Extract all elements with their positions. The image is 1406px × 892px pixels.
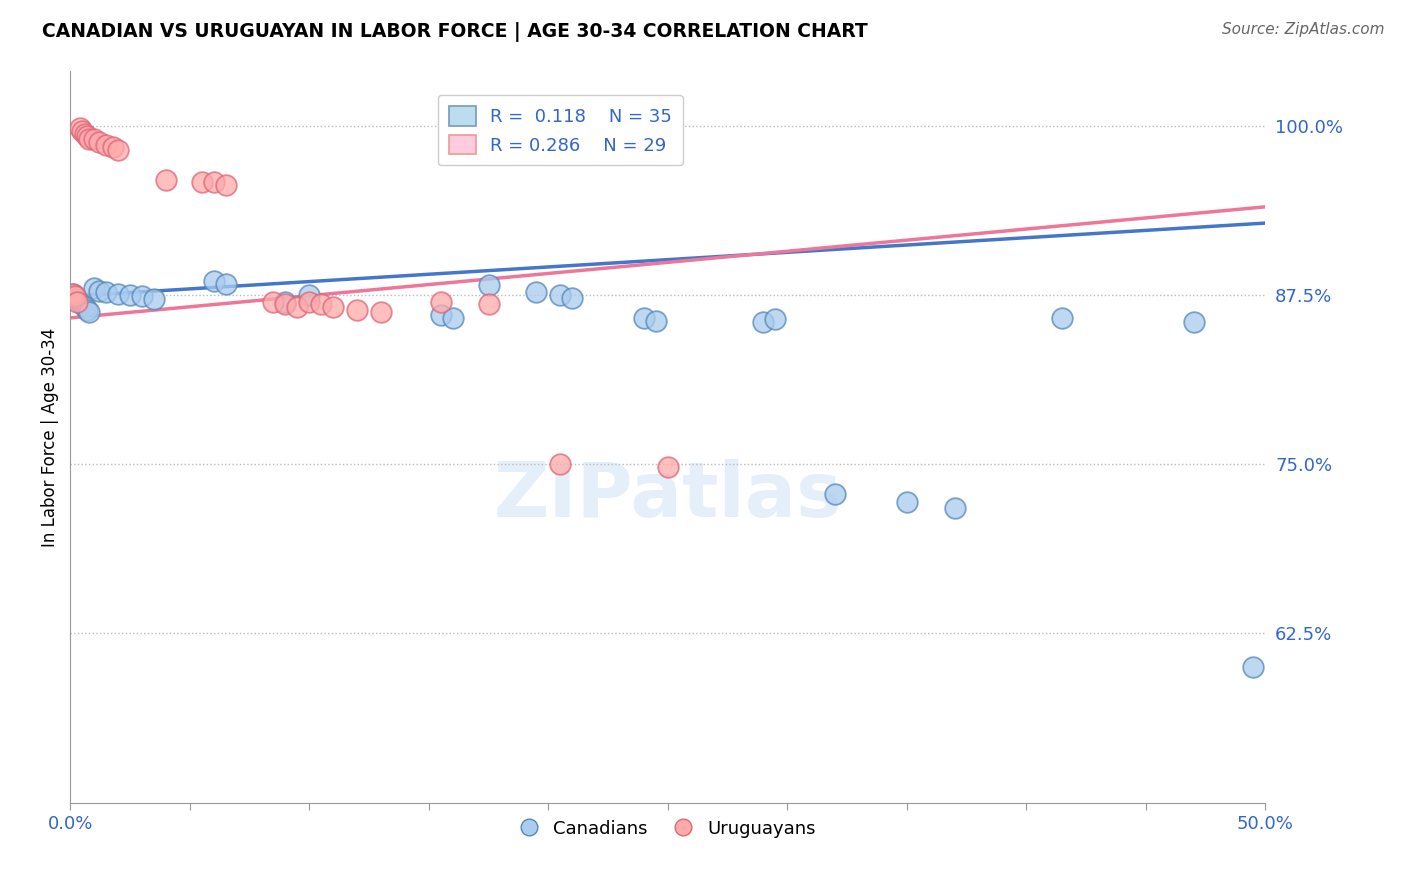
Point [107,143,129,157]
Point [76,129,98,144]
Text: CANADIAN VS URUGUAYAN IN LABOR FORCE | AGE 30-34 CORRELATION CHART: CANADIAN VS URUGUAYAN IN LABOR FORCE | A… [42,22,868,42]
Point [298,288,321,302]
Legend: Canadians, Uruguayans: Canadians, Uruguayans [513,813,823,845]
Point [191,176,214,190]
Point [214,277,236,291]
Point [143,292,166,306]
Point [526,285,548,300]
Point [120,288,141,302]
Point [107,286,129,301]
Point [66,292,89,306]
Point [274,294,297,309]
Point [83,281,105,295]
Y-axis label: In Labor Force | Age 30-34: In Labor Force | Age 30-34 [41,327,59,547]
Point [70,124,93,138]
Point [309,297,333,311]
Point [63,289,86,303]
Point [103,140,125,154]
Point [62,286,84,301]
Point [1243,660,1265,674]
Point [346,302,368,317]
Point [478,278,501,293]
Point [287,300,309,314]
Point [76,302,98,317]
Point [87,135,110,149]
Text: ZIPatlas: ZIPatlas [494,458,842,533]
Point [274,297,297,311]
Point [478,297,501,311]
Point [202,274,225,288]
Point [73,127,96,141]
Point [62,286,84,301]
Point [896,495,918,509]
Point [83,132,105,146]
Point [131,289,153,303]
Point [550,288,572,302]
Point [550,457,572,471]
Point [1182,315,1205,329]
Point [263,294,285,309]
Point [298,294,321,309]
Point [96,137,117,152]
Point [322,300,344,314]
Point [1052,310,1074,325]
Point [824,487,846,501]
Point [66,294,89,309]
Point [69,121,91,136]
Point [561,291,583,305]
Point [633,310,655,325]
Text: Source: ZipAtlas.com: Source: ZipAtlas.com [1222,22,1385,37]
Point [73,300,96,314]
Point [96,285,117,300]
Point [430,294,453,309]
Point [214,178,236,193]
Point [657,459,679,474]
Point [69,294,91,309]
Point [70,297,93,311]
Point [943,500,966,515]
Point [155,172,177,186]
Point [752,315,775,329]
Point [765,312,787,326]
Point [79,132,101,146]
Point [644,313,668,327]
Point [79,305,101,319]
Point [430,308,453,322]
Point [370,305,392,319]
Point [202,176,225,190]
Point [441,310,464,325]
Point [87,284,110,298]
Point [63,289,86,303]
